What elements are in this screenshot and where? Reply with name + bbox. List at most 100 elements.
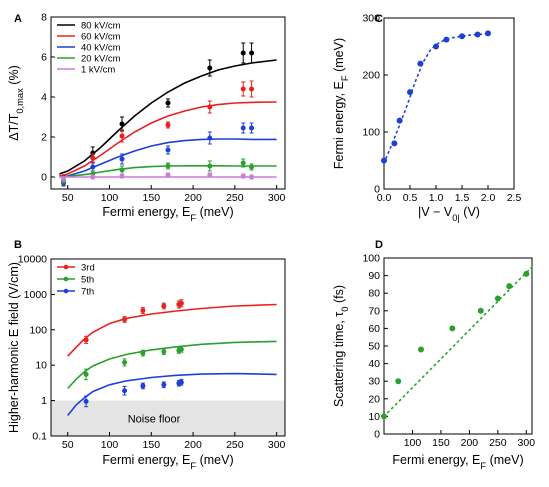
x-axis-label: Fermi energy, EF (meV) xyxy=(392,453,523,471)
x-axis-label: Fermi energy, EF (meV) xyxy=(102,205,233,223)
legend-label: 5th xyxy=(81,275,94,286)
data-point xyxy=(395,378,402,385)
series-curve xyxy=(59,138,277,178)
data-point xyxy=(443,36,450,43)
legend-label: 60 kV/cm xyxy=(81,32,121,43)
data-point xyxy=(494,295,501,302)
x-tick-label: 100 xyxy=(404,437,422,449)
data-point xyxy=(207,172,213,178)
x-tick-label: 50 xyxy=(62,192,74,204)
x-tick-label: 250 xyxy=(489,437,507,449)
data-point xyxy=(161,303,167,309)
y-tick-label: 1 xyxy=(41,395,47,407)
series-curve xyxy=(67,303,277,357)
y-tick-label: 60 xyxy=(368,323,380,335)
legend-marker xyxy=(63,264,69,270)
y-tick-label: 70 xyxy=(368,305,380,317)
y-tick-label: 0 xyxy=(374,429,380,441)
data-point xyxy=(140,350,146,356)
y-tick-label: 8 xyxy=(41,12,47,24)
data-point xyxy=(165,122,171,128)
x-tick-label: 50 xyxy=(62,439,74,451)
data-point xyxy=(178,379,184,385)
y-tick-label: 200 xyxy=(362,70,380,82)
data-point xyxy=(83,337,89,343)
fit-line xyxy=(383,265,533,418)
x-tick-label: 300 xyxy=(268,439,286,451)
x-tick-label: 150 xyxy=(143,192,161,204)
y-tick-label: 100 xyxy=(29,324,47,336)
y-tick-label: 100 xyxy=(362,127,380,139)
noise-floor-label: Noise floor xyxy=(128,413,181,425)
data-point xyxy=(249,50,255,56)
y-tick-label: 30 xyxy=(368,376,380,388)
data-point xyxy=(90,155,96,161)
y-tick-label: 40 xyxy=(368,358,380,370)
x-tick-label: 100 xyxy=(101,439,119,451)
legend-label: 20 kV/cm xyxy=(81,54,121,65)
y-axis-label: Higher-harmonic E field (V/cm) xyxy=(7,262,21,433)
data-point xyxy=(165,163,171,169)
data-point xyxy=(381,157,387,164)
data-point xyxy=(161,349,167,355)
data-point xyxy=(240,173,246,179)
panel-letter: C xyxy=(375,13,383,25)
data-point xyxy=(407,89,413,96)
data-point xyxy=(418,346,424,353)
data-point xyxy=(122,388,128,394)
panel-a: A 50 100 150 200 250 300 0 2 4 6 8 Fermi energy, EF … xyxy=(7,12,286,224)
data-point xyxy=(119,173,125,179)
x-tick-label: 2.0 xyxy=(481,192,496,204)
series-curve xyxy=(59,165,277,178)
y-tick-label: 300 xyxy=(362,13,380,25)
data-point xyxy=(90,174,96,180)
data-point xyxy=(449,325,456,332)
y-tick-label: 10 xyxy=(368,411,380,423)
series-curve xyxy=(59,59,277,175)
panel-letter: D xyxy=(375,239,383,251)
plot-frame xyxy=(383,17,515,190)
data-point xyxy=(207,65,213,71)
data-point xyxy=(249,174,255,180)
fit-line xyxy=(383,33,492,165)
data-point xyxy=(119,156,125,162)
legend-marker xyxy=(63,276,69,282)
data-point xyxy=(417,60,424,67)
data-point xyxy=(433,43,439,50)
data-point xyxy=(523,270,530,277)
data-point xyxy=(207,135,213,141)
legend-label: 80 kV/cm xyxy=(81,21,121,32)
data-point xyxy=(474,31,481,38)
data-point xyxy=(140,308,146,314)
legend-label: 1 kV/cm xyxy=(81,65,115,76)
data-point xyxy=(240,50,246,56)
data-point xyxy=(459,33,465,40)
data-point xyxy=(119,133,125,139)
data-point xyxy=(165,100,171,106)
data-point xyxy=(249,86,255,92)
data-point xyxy=(178,346,184,352)
y-axis-label: Scattering time, τ0 (fs) xyxy=(332,285,350,407)
x-tick-label: 150 xyxy=(143,439,161,451)
y-tick-label: 10 xyxy=(35,360,47,372)
data-point xyxy=(61,176,67,182)
y-tick-label: 6 xyxy=(41,52,47,64)
data-point xyxy=(240,86,246,92)
noise-floor-band xyxy=(51,400,285,436)
data-point xyxy=(249,125,255,131)
data-point xyxy=(161,382,167,388)
plot-frame xyxy=(50,16,286,190)
data-point xyxy=(207,104,213,110)
data-point xyxy=(122,359,128,365)
x-tick-label: 300 xyxy=(518,437,536,449)
x-tick-label: 200 xyxy=(184,439,202,451)
x-axis-label: Fermi energy, EF (meV) xyxy=(102,453,233,471)
panel-letter: A xyxy=(14,13,22,25)
data-point xyxy=(381,413,387,420)
data-point xyxy=(391,140,398,147)
x-tick-label: 200 xyxy=(184,192,202,204)
panel-letter: B xyxy=(14,239,22,251)
data-point xyxy=(119,121,125,127)
data-point xyxy=(178,300,184,306)
